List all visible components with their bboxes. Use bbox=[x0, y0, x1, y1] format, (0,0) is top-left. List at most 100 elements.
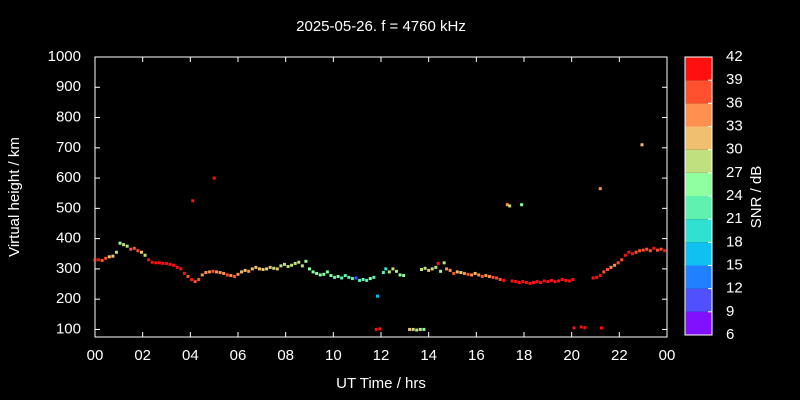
point bbox=[139, 250, 143, 254]
point bbox=[254, 265, 258, 269]
point bbox=[381, 271, 385, 275]
colorbar-band bbox=[685, 219, 712, 243]
point bbox=[411, 327, 415, 331]
colorbar-tick-label: 9 bbox=[726, 303, 734, 320]
point bbox=[204, 271, 208, 275]
point bbox=[598, 274, 602, 278]
colorbar-band bbox=[685, 172, 712, 196]
y-tick-label: 700 bbox=[56, 139, 81, 156]
point bbox=[336, 274, 340, 278]
point bbox=[232, 274, 236, 278]
point bbox=[420, 267, 424, 271]
colorbar-tick-label: 33 bbox=[726, 117, 743, 134]
point bbox=[322, 272, 326, 276]
point bbox=[190, 277, 194, 281]
colorbar-tick-label: 42 bbox=[726, 48, 743, 65]
point bbox=[520, 203, 524, 207]
point bbox=[168, 262, 172, 266]
point bbox=[193, 280, 197, 284]
x-tick-label: 08 bbox=[277, 347, 294, 364]
point bbox=[104, 256, 108, 260]
point bbox=[182, 271, 186, 275]
point bbox=[423, 266, 427, 270]
point bbox=[532, 281, 536, 285]
point bbox=[132, 246, 136, 250]
colorbar-band bbox=[685, 80, 712, 104]
point bbox=[436, 261, 440, 265]
point bbox=[616, 261, 620, 265]
point bbox=[549, 278, 553, 282]
point bbox=[147, 258, 151, 262]
point bbox=[225, 273, 229, 277]
point bbox=[172, 263, 176, 267]
point bbox=[591, 276, 595, 280]
point bbox=[567, 279, 571, 283]
point bbox=[623, 253, 627, 257]
point bbox=[125, 244, 129, 248]
point bbox=[415, 328, 419, 332]
point bbox=[620, 258, 624, 262]
colorbar-tick-label: 36 bbox=[726, 94, 743, 111]
y-tick-label: 600 bbox=[56, 169, 81, 186]
point bbox=[118, 241, 122, 245]
point bbox=[122, 243, 126, 247]
point bbox=[663, 249, 667, 253]
point bbox=[394, 269, 398, 273]
x-tick-label: 22 bbox=[611, 347, 628, 364]
point bbox=[546, 280, 550, 284]
chart-title: 2025-05-26. f = 4760 kHz bbox=[296, 18, 466, 35]
point bbox=[445, 267, 449, 271]
colorbar-tick-label: 39 bbox=[726, 71, 743, 88]
point bbox=[655, 248, 659, 252]
point bbox=[648, 249, 652, 253]
point bbox=[408, 327, 412, 331]
point bbox=[268, 265, 272, 269]
point bbox=[343, 274, 347, 278]
point bbox=[243, 268, 247, 272]
colorbar-label: SNR / dB bbox=[748, 166, 765, 229]
x-tick-label: 02 bbox=[134, 347, 151, 364]
point bbox=[290, 263, 294, 267]
point bbox=[111, 254, 115, 258]
point bbox=[325, 270, 329, 274]
point bbox=[293, 261, 297, 265]
point bbox=[275, 267, 279, 271]
x-tick-label: 12 bbox=[373, 347, 390, 364]
x-tick-label: 16 bbox=[468, 347, 485, 364]
point bbox=[215, 270, 219, 274]
point bbox=[598, 187, 602, 191]
point bbox=[557, 279, 561, 283]
point bbox=[459, 271, 463, 275]
point bbox=[207, 270, 211, 274]
point bbox=[318, 273, 322, 277]
point bbox=[347, 275, 351, 279]
point bbox=[517, 281, 521, 285]
point bbox=[157, 261, 161, 265]
point bbox=[375, 294, 379, 298]
point bbox=[200, 273, 204, 277]
colorbar-tick-label: 27 bbox=[726, 164, 743, 181]
point bbox=[613, 263, 617, 267]
point bbox=[282, 262, 286, 266]
point bbox=[605, 267, 609, 271]
point bbox=[311, 270, 315, 274]
point bbox=[161, 261, 165, 265]
point bbox=[350, 277, 354, 281]
point bbox=[265, 267, 269, 271]
point bbox=[524, 281, 528, 285]
point bbox=[627, 250, 631, 254]
point bbox=[212, 176, 216, 180]
point bbox=[462, 271, 466, 275]
point bbox=[218, 271, 222, 275]
point bbox=[630, 252, 634, 256]
x-tick-label: 06 bbox=[230, 347, 247, 364]
colorbar-band bbox=[685, 311, 712, 335]
colorbar-band bbox=[685, 126, 712, 150]
point bbox=[240, 270, 244, 274]
point bbox=[609, 265, 613, 269]
colorbar-tick-label: 24 bbox=[726, 187, 743, 204]
point bbox=[261, 267, 265, 271]
point bbox=[634, 250, 638, 254]
